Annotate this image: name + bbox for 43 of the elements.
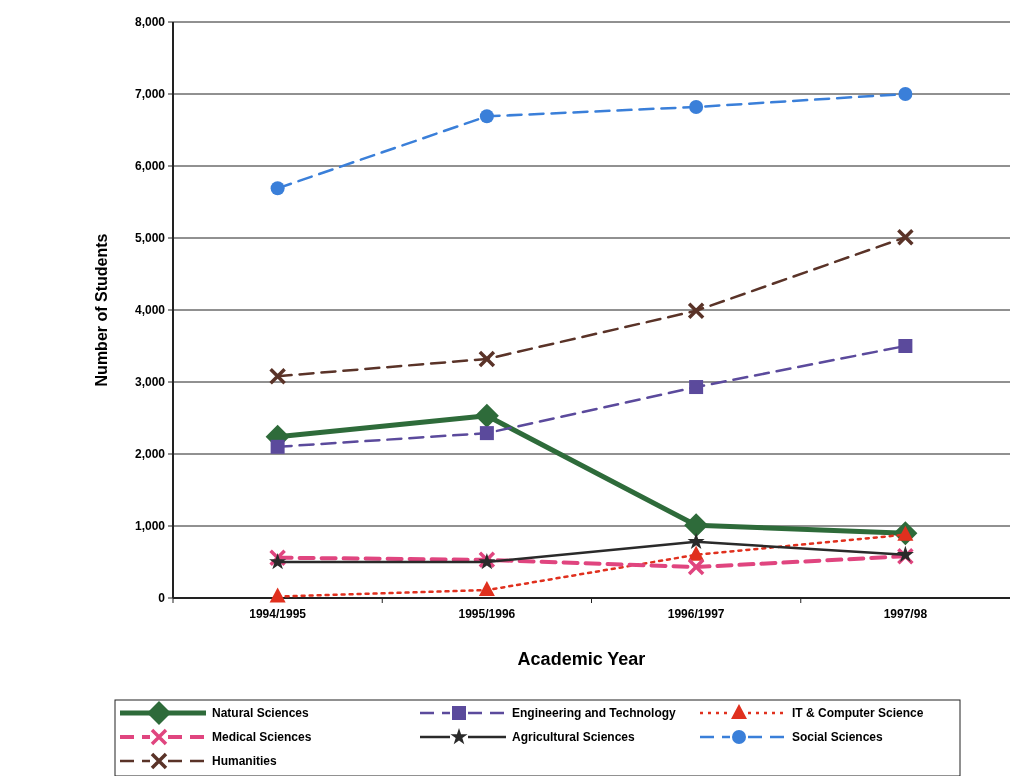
point xyxy=(689,99,704,114)
point xyxy=(689,380,704,395)
point xyxy=(687,532,705,550)
y-tick-label: 6,000 xyxy=(134,159,166,174)
point xyxy=(688,545,705,561)
legend-label: Humanities xyxy=(212,754,278,769)
point xyxy=(896,228,915,247)
y-tick-label: 4,000 xyxy=(134,303,166,318)
x-tick-label: 1997/98 xyxy=(883,607,928,621)
point xyxy=(268,367,287,385)
legend-label: Medical Sciences xyxy=(212,730,312,745)
legend-label: IT & Computer Science xyxy=(792,706,924,721)
point xyxy=(270,181,285,196)
point xyxy=(687,558,705,576)
legend-label: Engineering and Technology xyxy=(512,706,677,721)
point xyxy=(478,350,496,368)
y-tick-label: 7,000 xyxy=(134,87,166,102)
point xyxy=(898,339,913,353)
point xyxy=(268,548,287,567)
y-axis-title: Number of Students xyxy=(93,233,110,387)
point xyxy=(269,587,286,603)
y-tick-label: 2,000 xyxy=(134,447,166,462)
y-tick-label: 3,000 xyxy=(134,375,166,390)
legend-label: Social Sciences xyxy=(792,730,884,745)
x-tick-label: 1996/1997 xyxy=(667,607,725,621)
point xyxy=(898,87,913,101)
point xyxy=(270,439,285,454)
x-tick-label: 1994/1995 xyxy=(249,607,307,621)
legend-label: Natural Sciences xyxy=(212,706,310,721)
x-axis-title: Academic Year xyxy=(517,649,646,669)
y-tick-label: 1,000 xyxy=(134,519,166,534)
point xyxy=(478,581,495,597)
point xyxy=(687,301,705,320)
point xyxy=(474,403,499,428)
x-tick-label: 1995/1996 xyxy=(458,607,516,621)
point xyxy=(479,109,494,124)
legend-label: Agricultural Sciences xyxy=(512,730,636,745)
point xyxy=(269,553,287,570)
y-tick-label: 5,000 xyxy=(134,231,166,246)
y-tick-label: 0 xyxy=(158,591,166,606)
point xyxy=(479,426,494,441)
point xyxy=(684,513,709,538)
y-tick-label: 8,000 xyxy=(134,15,166,30)
